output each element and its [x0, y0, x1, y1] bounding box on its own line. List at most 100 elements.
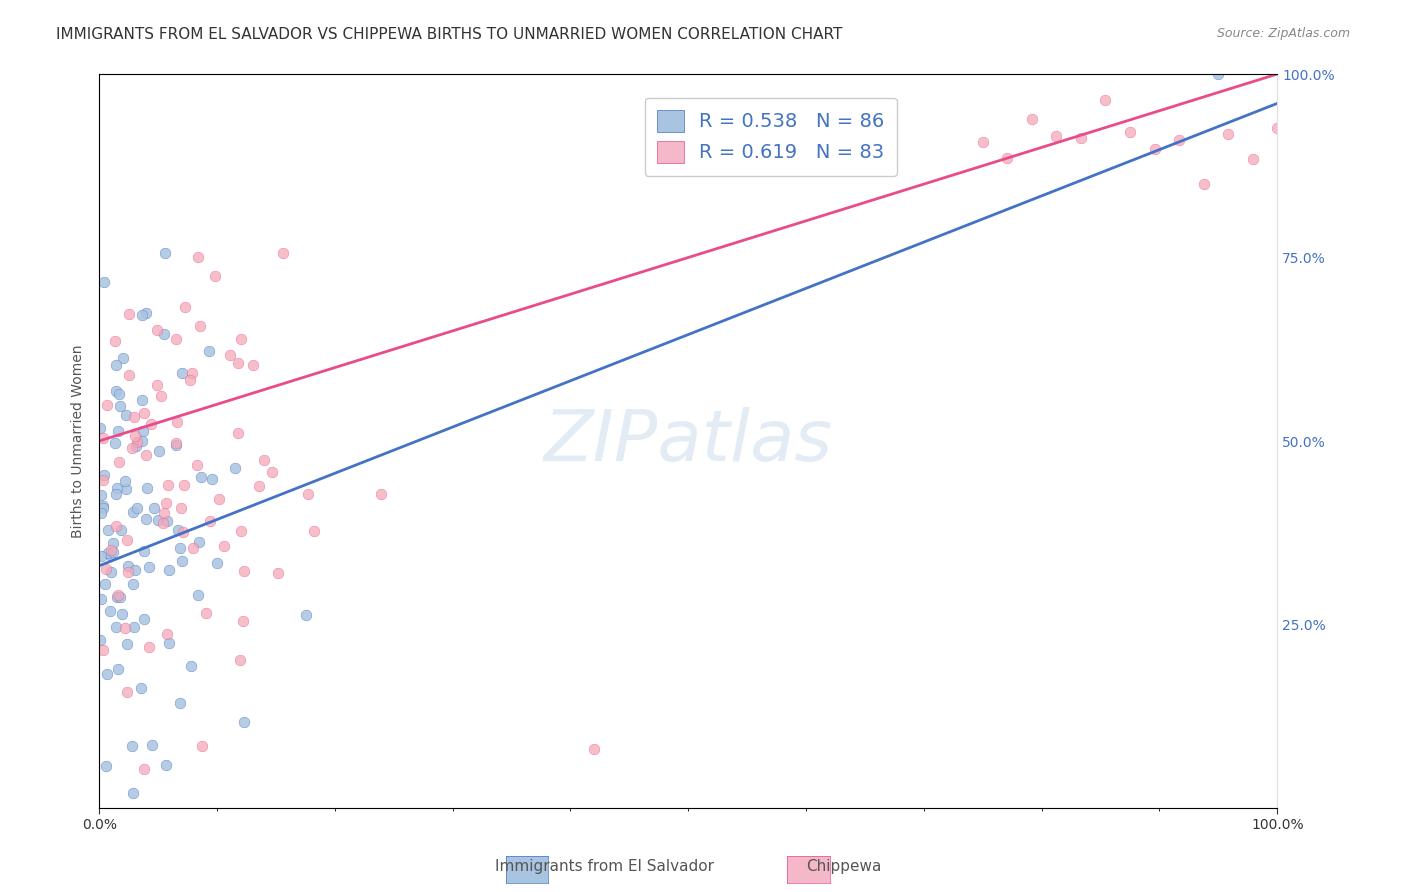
Point: [142, 500, 165, 515]
Point: [107, 424, 129, 438]
Point: [170, 366, 193, 380]
Text: Immigrants from El Salvador: Immigrants from El Salvador: [495, 859, 714, 874]
Point: [105, 358, 128, 372]
Point: [97, 523, 120, 537]
Point: [188, 535, 211, 549]
Point: [91, 643, 114, 657]
Point: [98, 604, 121, 618]
Point: [232, 615, 254, 629]
Point: [138, 559, 160, 574]
Point: [90, 549, 112, 563]
Point: [135, 481, 157, 495]
Point: [1265, 120, 1288, 135]
Point: [169, 541, 191, 555]
Point: [89, 420, 111, 434]
Point: [212, 539, 235, 553]
Point: [141, 417, 163, 431]
Point: [125, 500, 148, 515]
Point: [125, 439, 148, 453]
Point: [170, 500, 193, 515]
Point: [132, 406, 155, 420]
Point: [1218, 127, 1240, 141]
Point: [93, 468, 115, 483]
Point: [104, 384, 127, 399]
Point: [134, 762, 156, 776]
Point: [135, 306, 157, 320]
Point: [111, 607, 134, 622]
Point: [204, 268, 226, 283]
Point: [995, 151, 1018, 165]
Point: [107, 663, 129, 677]
Point: [155, 757, 177, 772]
Point: [153, 326, 176, 341]
Point: [229, 524, 252, 539]
Point: [172, 525, 194, 540]
Point: [117, 307, 139, 321]
Point: [167, 523, 190, 537]
Point: [93, 499, 115, 513]
Point: [146, 323, 169, 337]
Point: [187, 588, 209, 602]
Text: IMMIGRANTS FROM EL SALVADOR VS CHIPPEWA BIRTHS TO UNMARRIED WOMEN CORRELATION CH: IMMIGRANTS FROM EL SALVADOR VS CHIPPEWA …: [56, 27, 842, 42]
Point: [132, 424, 155, 438]
Point: [104, 620, 127, 634]
Point: [201, 472, 224, 486]
Point: [1208, 67, 1230, 81]
Point: [108, 591, 131, 605]
Point: [972, 135, 994, 149]
Point: [271, 246, 294, 260]
Point: [146, 377, 169, 392]
Point: [166, 415, 188, 429]
Point: [131, 434, 153, 449]
Point: [96, 398, 118, 412]
Point: [181, 541, 204, 556]
Point: [582, 742, 605, 756]
Point: [267, 566, 290, 581]
Point: [205, 556, 228, 570]
Point: [1192, 177, 1215, 191]
Y-axis label: Births to Unmarried Women: Births to Unmarried Women: [72, 344, 86, 538]
Point: [1168, 132, 1191, 146]
Point: [156, 478, 179, 492]
Point: [107, 588, 129, 602]
Point: [100, 565, 122, 579]
Point: [114, 409, 136, 423]
Point: [224, 461, 246, 475]
Point: [186, 458, 208, 472]
Point: [297, 487, 319, 501]
Point: [181, 366, 204, 380]
Point: [187, 250, 209, 264]
Point: [117, 566, 139, 580]
Point: [115, 483, 138, 497]
Point: [103, 545, 125, 559]
Point: [121, 739, 143, 754]
Point: [89, 632, 111, 647]
Point: [180, 658, 202, 673]
Point: [96, 667, 118, 681]
Point: [155, 246, 177, 260]
Point: [247, 479, 270, 493]
Point: [208, 491, 231, 506]
Point: [1143, 142, 1166, 156]
Point: [108, 399, 131, 413]
Point: [96, 759, 118, 773]
Point: [132, 612, 155, 626]
Point: [157, 563, 180, 577]
Point: [135, 448, 157, 462]
Point: [152, 516, 174, 530]
Point: [156, 514, 179, 528]
Point: [260, 466, 283, 480]
Text: Source: ZipAtlas.com: Source: ZipAtlas.com: [1216, 27, 1350, 40]
Point: [108, 455, 131, 469]
Point: [110, 523, 132, 537]
Point: [94, 562, 117, 576]
Point: [198, 344, 221, 359]
Point: [122, 576, 145, 591]
Point: [124, 429, 146, 443]
Point: [121, 441, 143, 455]
Point: [302, 524, 325, 539]
Point: [195, 606, 218, 620]
Point: [169, 696, 191, 710]
Point: [153, 506, 176, 520]
Point: [1045, 129, 1067, 144]
